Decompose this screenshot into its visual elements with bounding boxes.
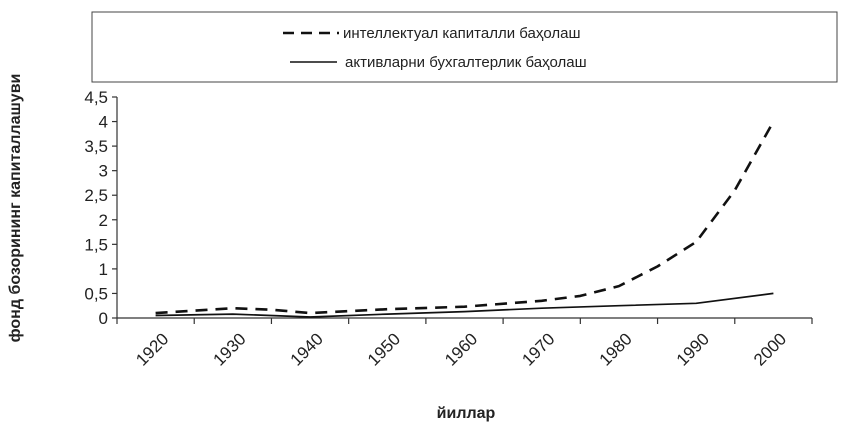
- x-tick-label: 1960: [441, 329, 481, 369]
- x-tick-label: 2000: [750, 329, 790, 369]
- y-tick-label: 3,5: [84, 137, 108, 156]
- y-tick-label: 3: [99, 162, 108, 181]
- y-tick-label: 4,5: [84, 88, 108, 107]
- x-tick-label: 1970: [518, 329, 558, 369]
- y-tick-label: 1: [99, 260, 108, 279]
- plot-area: 0 0,5 1 1,5 2 2,5 3 3,5 4 4,5 1920 1930 1940 1950 196…: [84, 88, 813, 370]
- x-axis-title: йиллар: [437, 405, 496, 422]
- y-tick-label: 0,5: [84, 284, 108, 303]
- y-axis-ticks: 0 0,5 1 1,5 2 2,5 3 3,5 4 4,5: [84, 88, 117, 328]
- y-tick-label: 1,5: [84, 235, 108, 254]
- x-tick-label: 1930: [209, 329, 249, 369]
- x-axis-ticks: 1920 1930 1940 1950 1960 1970 1980 1990 2000: [116, 318, 813, 370]
- y-tick-label: 4: [99, 113, 108, 132]
- series-line-intellectual: [155, 120, 775, 315]
- series-layer: [155, 120, 775, 318]
- series-line-accounting: [155, 292, 774, 318]
- y-tick-label: 0: [99, 309, 108, 328]
- legend-box: [91, 11, 838, 83]
- legend-label-intellectual: интеллектуал капиталли баҳолаш: [343, 25, 580, 42]
- legend-label-accounting: активларни бухгалтерлик баҳолаш: [345, 54, 587, 71]
- x-tick-label: 1940: [287, 329, 327, 369]
- x-tick-label: 1990: [673, 329, 713, 369]
- x-tick-label: 1920: [132, 329, 172, 369]
- x-tick-label: 1950: [364, 329, 404, 369]
- x-tick-label: 1980: [596, 329, 636, 369]
- legend: интеллектуал капиталли баҳолаш активларн…: [91, 11, 838, 83]
- y-tick-label: 2,5: [84, 186, 108, 205]
- y-axis-title: фонд бозорининг капиталлашуви: [7, 74, 24, 343]
- y-tick-label: 2: [99, 211, 108, 230]
